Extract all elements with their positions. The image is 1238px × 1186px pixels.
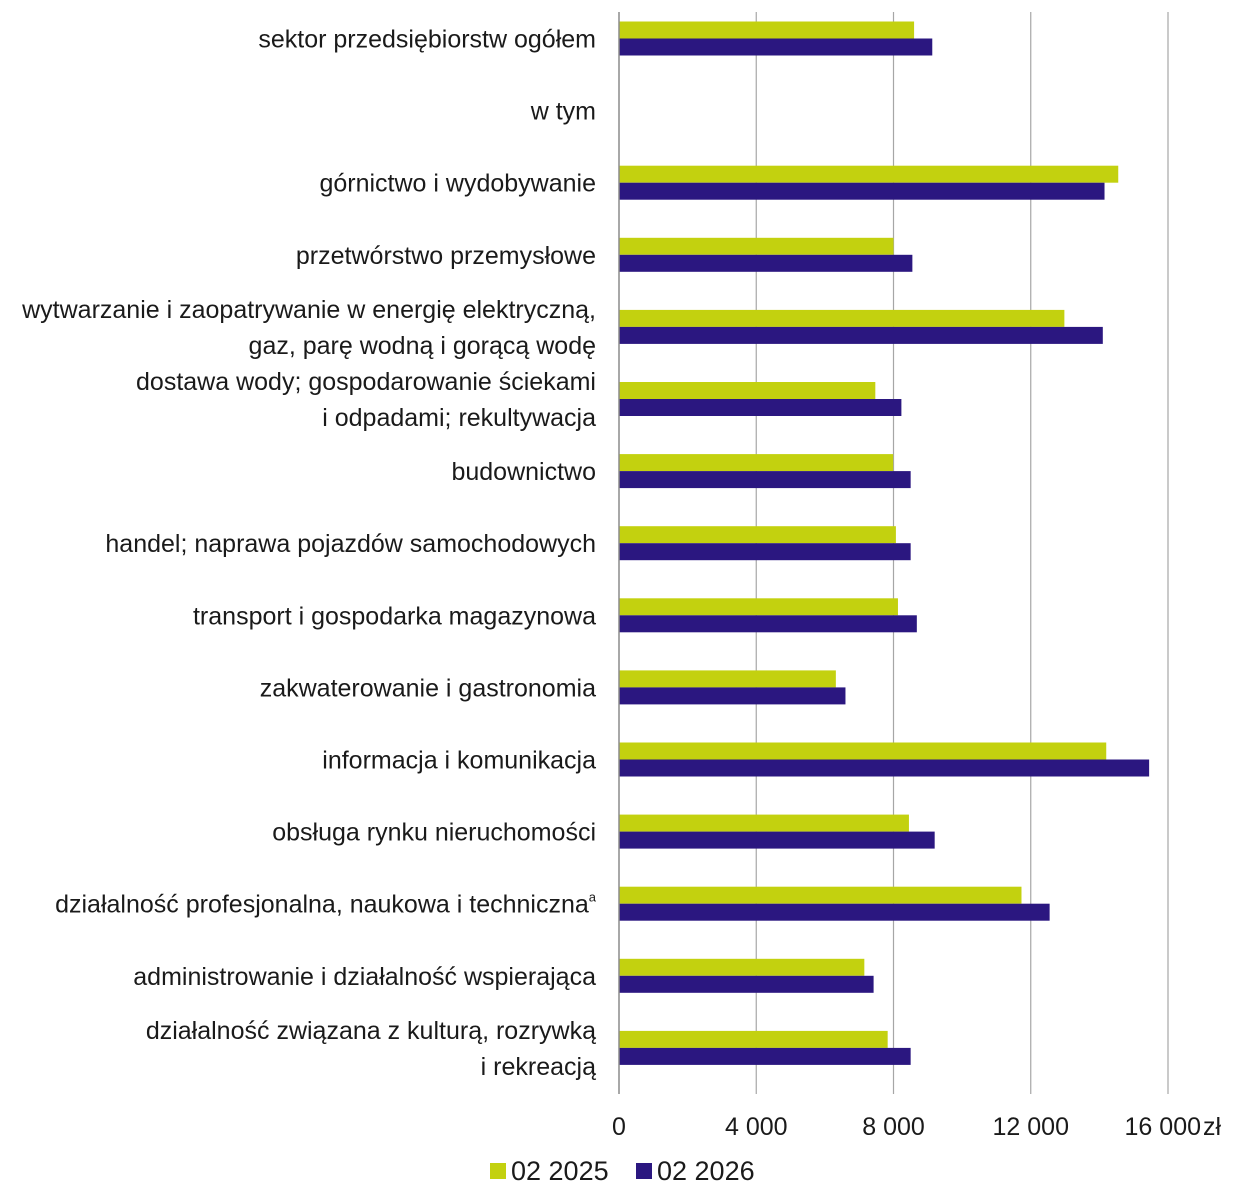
- bar-2025-11: [619, 814, 909, 832]
- legend-swatch-1: [636, 1163, 652, 1179]
- bar-2026-12: [619, 903, 1050, 921]
- category-label-5-line-1: i odpadami; rekultywacja: [322, 404, 596, 432]
- category-label-3: przetwórstwo przemysłowe: [296, 242, 596, 270]
- category-label-9: zakwaterowanie i gastronomia: [260, 674, 596, 702]
- bar-2025-3: [619, 237, 894, 255]
- bar-2025-13: [619, 958, 865, 976]
- bar-2026-11: [619, 831, 935, 849]
- bar-2026-8: [619, 615, 917, 633]
- category-label-4-line-0: wytwarzanie i zaopatrywanie w energię el…: [21, 296, 596, 324]
- bar-2025-14: [619, 1030, 888, 1048]
- bar-2026-7: [619, 543, 911, 561]
- category-label-14-line-1: i rekreacją: [481, 1053, 596, 1081]
- category-label-2: górnictwo i wydobywanie: [319, 170, 596, 198]
- category-label-0: sektor przedsiębiorstw ogółem: [258, 26, 596, 54]
- bar-2026-6: [619, 471, 911, 489]
- category-label-10: informacja i komunikacja: [322, 747, 596, 775]
- bar-2025-10: [619, 742, 1107, 760]
- x-tick-label-2: 8 000: [862, 1113, 925, 1141]
- category-labels: sektor przedsiębiorstw ogółem w tym górnic…: [21, 26, 597, 1081]
- bar-2025-4: [619, 309, 1065, 327]
- category-label-6: budownictwo: [451, 458, 596, 486]
- bar-2025-5: [619, 382, 876, 399]
- bar-2025-9: [619, 670, 836, 688]
- x-tick-label-4: 16 000: [1125, 1113, 1201, 1141]
- bar-2026-9: [619, 687, 846, 705]
- category-label-5-line-0: dostawa wody; gospodarowanie ściekami: [136, 368, 596, 396]
- bar-2025-0: [619, 21, 915, 39]
- legend: 02 2025 02 2026: [490, 1156, 755, 1186]
- bar-2026-3: [619, 254, 913, 272]
- category-label-4-line-1: gaz, parę wodną i gorącą wodę: [249, 332, 596, 360]
- category-label-7: handel; naprawa pojazdów samochodowych: [105, 530, 596, 558]
- category-label-12: działalność profesjonalna, naukowa i tec…: [55, 890, 597, 919]
- bar-2026-4: [619, 326, 1103, 344]
- bar-2026-0: [619, 38, 933, 56]
- category-label-11: obsługa rynku nieruchomości: [272, 819, 596, 847]
- bar-2026-13: [619, 975, 874, 993]
- bar-2026-10: [619, 759, 1150, 777]
- legend-label-1: 02 2026: [657, 1156, 755, 1186]
- x-tick-label-3: 12 000: [993, 1113, 1069, 1141]
- bars: [619, 21, 1150, 1065]
- bar-2026-14: [619, 1047, 911, 1065]
- category-label-8: transport i gospodarka magazynowa: [193, 602, 596, 630]
- legend-label-0: 02 2025: [511, 1156, 609, 1186]
- x-tick-labels: 0 4 000 8 000 12 000 16 000: [612, 1113, 1201, 1141]
- x-tick-label-1: 4 000: [725, 1113, 788, 1141]
- x-tick-label-0: 0: [612, 1113, 626, 1141]
- category-label-14-line-0: działalność związana z kulturą, rozrywką: [146, 1017, 596, 1045]
- x-axis-unit: zł: [1203, 1113, 1222, 1141]
- legend-swatch-0: [490, 1163, 506, 1179]
- category-label-1: w tym: [530, 98, 596, 126]
- bar-2025-2: [619, 165, 1119, 183]
- bar-2026-5: [619, 399, 902, 416]
- footnote-marker: a: [589, 890, 597, 905]
- bar-2025-8: [619, 598, 898, 616]
- bar-2025-7: [619, 526, 896, 544]
- bar-2025-12: [619, 886, 1022, 904]
- category-label-13: administrowanie i działalność wspierając…: [133, 963, 596, 991]
- bar-2026-2: [619, 182, 1105, 200]
- bar-2025-6: [619, 454, 894, 472]
